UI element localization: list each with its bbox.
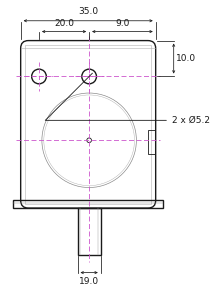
Bar	[13, 199, 163, 208]
Bar	[77, 208, 101, 255]
Text: 35.0: 35.0	[78, 7, 98, 16]
Text: 10.0: 10.0	[176, 54, 196, 63]
Text: 19.0: 19.0	[79, 277, 99, 286]
Bar	[25, 45, 152, 204]
Bar	[148, 130, 155, 154]
Text: 20.0: 20.0	[54, 19, 74, 28]
Text: 9.0: 9.0	[115, 19, 130, 28]
Text: 2 x Ø5.2: 2 x Ø5.2	[45, 73, 210, 125]
